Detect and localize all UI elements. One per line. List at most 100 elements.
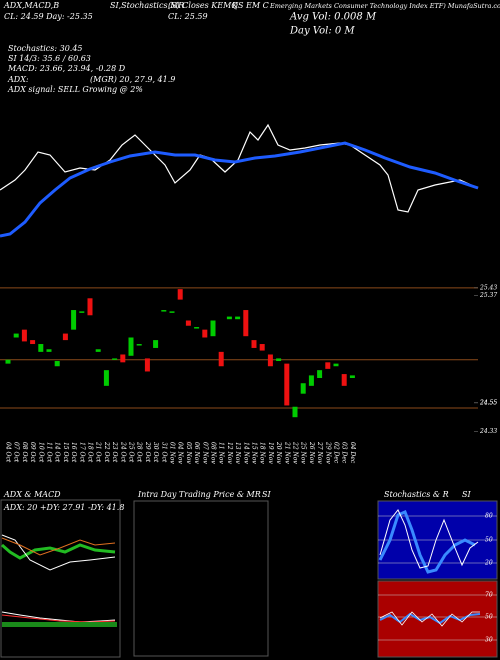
- x-tick-label: 25 Oct: [128, 441, 135, 463]
- top-text: SI,Stochastics,MR: [110, 1, 184, 10]
- candle: [21, 329, 27, 342]
- x-tick-label: 21 Oct: [95, 441, 102, 463]
- x-tick-label: 09 Oct: [29, 442, 36, 463]
- x-tick-label: 11 Oct: [46, 442, 53, 463]
- x-tick-label: 03 Dec: [341, 442, 348, 464]
- x-tick-label: 24 Oct: [119, 441, 126, 463]
- candle: [128, 337, 134, 356]
- x-tick-label: 01 Nov: [169, 442, 176, 464]
- candle: [112, 358, 118, 360]
- x-tick-label: 22 Nov: [292, 441, 299, 464]
- x-tick-label: 29 Oct: [144, 441, 151, 463]
- x-tick-label: 12 Nov: [226, 442, 233, 464]
- candle: [251, 340, 257, 348]
- x-tick-label: 26 Nov: [308, 441, 315, 464]
- candle: [235, 316, 241, 320]
- candle: [30, 340, 36, 345]
- x-tick-label: 07 Nov: [201, 442, 208, 464]
- x-tick-label: 08 Oct: [21, 442, 28, 463]
- panel-title: SI: [262, 490, 271, 499]
- candle: [300, 383, 306, 394]
- rsi-tick: 50: [485, 614, 493, 621]
- x-tick-label: 15 Nov: [251, 442, 258, 464]
- panel-title: Intra Day Trading Price & MR: [137, 490, 261, 499]
- candle: [95, 349, 101, 352]
- candle: [243, 310, 249, 337]
- top-text: KS EM C: [231, 1, 269, 10]
- y-tick-label: 24.55: [479, 399, 497, 406]
- rsi-tick: 70: [485, 592, 493, 599]
- candle: [276, 358, 282, 362]
- adx-line: [1, 534, 116, 571]
- x-tick-label: 25 Nov: [300, 441, 307, 464]
- candle: [38, 344, 44, 352]
- candle: [325, 362, 331, 369]
- x-tick-label: 14 Oct: [54, 442, 61, 463]
- indicator: ADX signal: SELL Growing @ 2%: [7, 85, 143, 94]
- y-tick-label: 25.43: [479, 284, 497, 291]
- adx-line: [1, 543, 116, 560]
- candle: [210, 320, 216, 337]
- x-tick-label: 14 Nov: [242, 442, 249, 464]
- candle: [120, 354, 126, 363]
- rsi-line: [379, 611, 480, 627]
- candle: [161, 310, 167, 312]
- candle: [341, 374, 347, 386]
- candle: [13, 333, 19, 338]
- candle: [194, 327, 200, 329]
- y-tick-label: 24.33: [479, 428, 497, 435]
- candle: [259, 344, 265, 351]
- macd-histogram: [2, 622, 117, 627]
- top-text: ADX,MACD,B: [3, 1, 59, 10]
- candle: [177, 289, 183, 300]
- stoch-line: [379, 509, 479, 569]
- candle: [308, 375, 314, 386]
- stoch-tick: 20: [484, 560, 493, 567]
- adx-line: [1, 537, 116, 556]
- x-tick-label: 22 Oct: [103, 441, 110, 463]
- candle: [202, 329, 208, 338]
- panel-title: SI: [462, 490, 471, 499]
- candle: [136, 344, 142, 346]
- avg-vol: Avg Vol: 0.008 M: [289, 12, 377, 23]
- x-tick-label: 19 Nov: [267, 442, 274, 464]
- y-tick-label: 25.37: [479, 292, 497, 299]
- top-text: (S) Closes KEMQ: [168, 1, 238, 10]
- stoch-tick: 50: [485, 537, 493, 544]
- candle: [284, 363, 290, 406]
- macd-line: [1, 614, 116, 623]
- indicator: (MGR) 20, 27.9, 41.9: [90, 75, 175, 84]
- candle: [71, 310, 77, 330]
- candle: [185, 320, 191, 326]
- indicator: SI 14/3: 35.6 / 60.63: [8, 54, 91, 63]
- x-tick-label: 27 Nov: [316, 441, 323, 464]
- candle: [169, 311, 175, 313]
- candle: [153, 340, 159, 348]
- x-tick-label: 10 Oct: [37, 442, 44, 463]
- panel-title: Stochastics & R: [384, 490, 449, 499]
- x-tick-label: 02 Dec: [333, 442, 340, 464]
- candle: [62, 333, 68, 341]
- x-tick-label: 20 Nov: [275, 441, 282, 464]
- header: ADX,MACD,B SI,Stochastics,MR (S) Closes …: [3, 1, 500, 94]
- adx-panel: [0, 499, 121, 658]
- x-tick-label: 18 Nov: [259, 442, 266, 464]
- x-tick-label: 31 Oct: [160, 442, 167, 463]
- macd-line: [1, 611, 116, 623]
- candle: [46, 349, 52, 352]
- x-tick-label: 04 Nov: [177, 442, 184, 464]
- candle: [226, 316, 232, 320]
- average-line: [0, 141, 479, 238]
- bottom-panels: ADX & MACD ADX: 20 +DY: 27.91 -DY: 41.8 …: [0, 490, 498, 658]
- candle: [79, 311, 85, 313]
- candle: [349, 375, 355, 379]
- indicator: Stochastics: 30.45: [8, 44, 83, 53]
- x-tick-label: 16 Oct: [70, 442, 77, 463]
- panel-title: ADX & MACD: [3, 490, 61, 499]
- day-vol: Day Vol: 0 M: [289, 26, 355, 37]
- stoch-line: [378, 510, 476, 574]
- candle: [103, 370, 109, 386]
- rsi-line: [379, 612, 481, 625]
- candle: [144, 358, 150, 372]
- x-tick-label: 28 Oct: [136, 441, 143, 463]
